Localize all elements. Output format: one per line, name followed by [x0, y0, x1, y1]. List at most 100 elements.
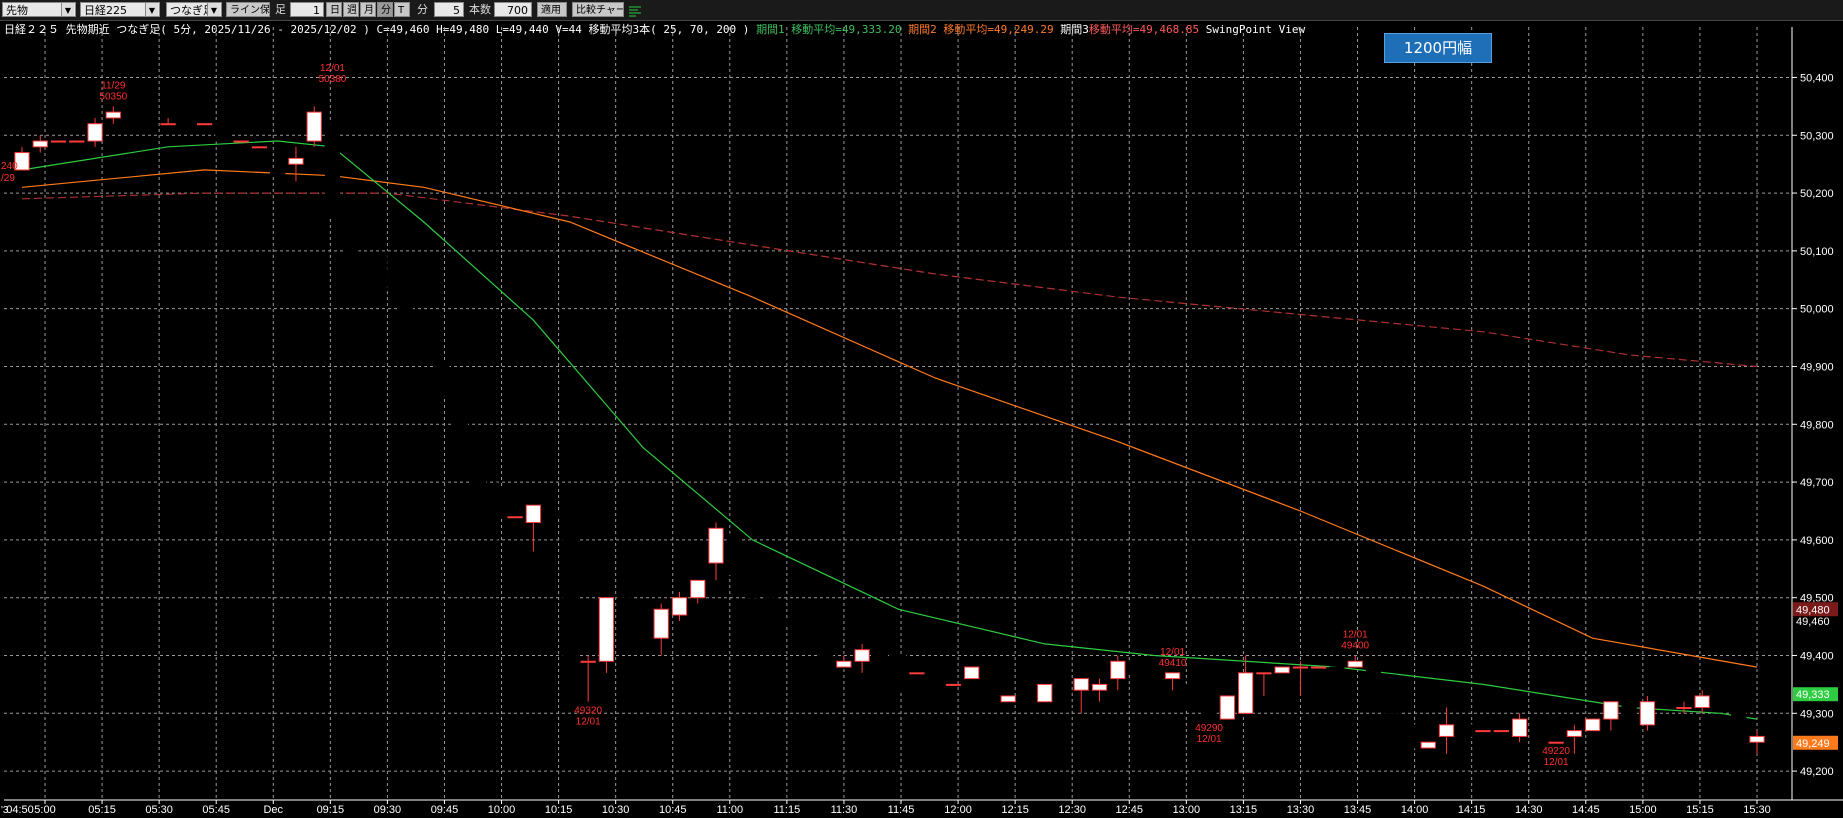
chart-info-line: 日経２２５ 先物期近 つなぎ足( 5分, 2025/11/26 - 2025/1…: [4, 21, 1305, 37]
candle-up: [1420, 741, 1436, 749]
candle-down: [343, 204, 359, 275]
week-button[interactable]: 週: [343, 2, 359, 17]
candle-up: [233, 140, 249, 143]
x-tick-label: 11:45: [888, 804, 915, 816]
interval-input[interactable]: 5: [434, 2, 464, 17]
price-tag: [1793, 687, 1838, 702]
candle-down: [1402, 724, 1418, 749]
candle-up: [1164, 672, 1181, 680]
chart-kind-select[interactable]: つなぎ足: [166, 2, 222, 17]
candle-up: [69, 140, 85, 143]
candle-down: [544, 510, 560, 518]
symbol-select[interactable]: 日経225: [80, 2, 160, 17]
candle-down: [434, 360, 450, 396]
candlesticks: [14, 89, 1765, 754]
swing-high-date: 12/01: [320, 63, 345, 74]
candle-down: [1365, 660, 1382, 680]
apply-button[interactable]: 適用: [537, 2, 567, 17]
candle-up: [945, 683, 962, 686]
candle-up: [197, 123, 213, 126]
candle-down: [891, 654, 907, 691]
ashi-label: 足: [275, 3, 286, 16]
minute-button[interactable]: 分: [377, 2, 393, 17]
x-tick-label: 13:15: [1230, 804, 1258, 816]
candle-up: [708, 527, 724, 564]
price-tag-label: 49,333: [1796, 689, 1830, 701]
x-tick-label: 13:45: [1344, 804, 1372, 816]
candle-up: [1548, 741, 1564, 744]
candle-up: [1585, 718, 1601, 732]
x-tick-label: 05:15: [88, 804, 116, 816]
swing-high-date: 11/29: [101, 80, 126, 91]
candle-up: [1274, 666, 1290, 674]
x-tick-label: 11:00: [716, 804, 743, 816]
candle-down: [635, 626, 651, 639]
candle-up: [105, 111, 121, 119]
candle-up: [251, 146, 268, 149]
day-button[interactable]: 日: [326, 2, 342, 17]
candle-down: [1183, 683, 1199, 709]
tick-button[interactable]: T: [394, 2, 410, 17]
candle-up: [1219, 695, 1235, 720]
x-tick-label: 12:45: [1116, 804, 1144, 816]
y-tick-label: 49,900: [1800, 361, 1834, 373]
swing-low-price: 49290: [1195, 723, 1223, 734]
ma2-value: 期間2 移動平均=49,249.29: [908, 23, 1054, 36]
x-tick-label: 15:00: [1629, 804, 1657, 816]
candle-down: [1621, 701, 1637, 726]
x-tick-label: 09:45: [431, 804, 459, 816]
candle-up: [1000, 695, 1016, 703]
price-tag-label: 49,480: [1796, 604, 1830, 616]
moving-average-lines: [21, 140, 1758, 720]
candle-down: [1731, 701, 1747, 749]
candle-up: [1511, 718, 1528, 737]
month-button[interactable]: 月: [360, 2, 376, 17]
candle-up: [1694, 695, 1710, 709]
ma1-value: 期間1 移動平均=49,333.20: [756, 23, 902, 36]
candle-down: [1457, 724, 1473, 737]
candle-up: [653, 608, 669, 639]
left-swing-date: /29: [1, 173, 15, 184]
candle-down: [1329, 666, 1345, 674]
swing-low-date: 12/01: [1197, 734, 1222, 745]
candle-down: [1384, 695, 1400, 714]
chart-settings-icon[interactable]: [628, 3, 642, 17]
candle-down: [927, 672, 943, 691]
candle-up: [1091, 683, 1108, 691]
candle-down: [1055, 683, 1071, 691]
y-tick-label: 50,000: [1800, 304, 1834, 316]
x-tick-label: 11:15: [774, 804, 801, 816]
x-tick-label: 14:00: [1401, 804, 1429, 816]
x-tick-label: 04:50: [6, 804, 34, 816]
candle-down: [982, 672, 998, 703]
candle-down: [799, 626, 815, 645]
x-tick-label: 15:15: [1686, 804, 1714, 816]
ma3-value: 移動平均=49,468.85: [1088, 23, 1200, 36]
bars-label: 本数: [469, 3, 491, 16]
y-tick-label: 50,300: [1800, 130, 1834, 142]
y-tick-label: 49,800: [1800, 419, 1834, 431]
candle-up: [580, 660, 596, 663]
price-tag: [1793, 735, 1838, 750]
compare-chart-button[interactable]: 比較チャート: [572, 2, 624, 17]
swing-low-price: 49320: [574, 706, 602, 717]
candle-down: [817, 643, 834, 674]
candle-down: [142, 117, 158, 125]
candle-down: [324, 123, 341, 217]
candle-down: [416, 354, 432, 362]
market-select[interactable]: 先物: [2, 2, 76, 17]
price-tag-label: 49,460: [1796, 616, 1830, 628]
range-width-badge[interactable]: 1200円幅: [1384, 33, 1492, 63]
save-line-button[interactable]: ライン保存: [226, 2, 270, 17]
swing-high-price: 50380: [319, 74, 347, 85]
x-tick-label: 5:00: [34, 804, 55, 816]
chart-grid: [4, 27, 1843, 801]
price-tag: [1793, 602, 1838, 617]
candle-up: [1493, 730, 1509, 733]
y-tick-label: 49,700: [1800, 477, 1834, 489]
candle-up: [690, 579, 706, 599]
candle-up: [525, 504, 541, 524]
period-count-input[interactable]: 1: [290, 2, 324, 17]
bars-input[interactable]: 700: [494, 2, 532, 17]
left-swing-price: 240: [1, 161, 18, 172]
